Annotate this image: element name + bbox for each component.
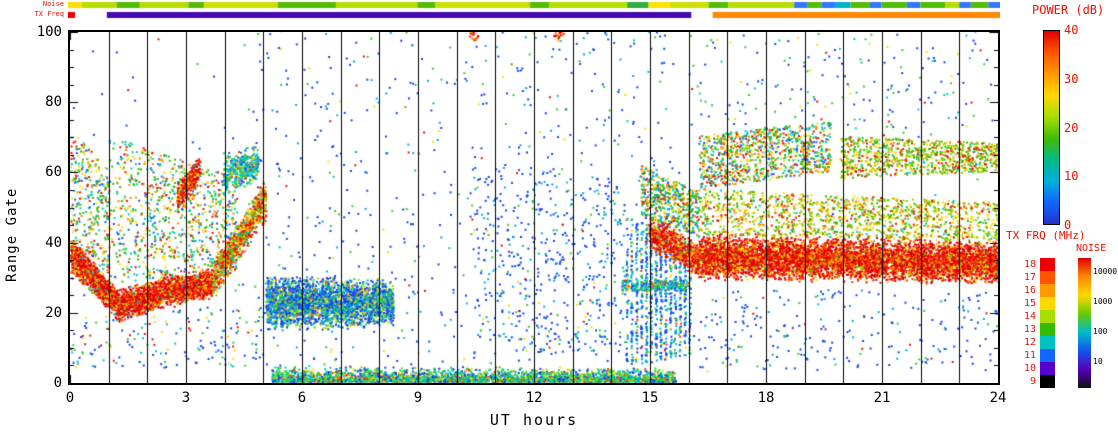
txfrq-tick-label: 16	[1023, 284, 1036, 296]
y-axis-title: Range Gate	[4, 187, 20, 282]
noise-txfreq-strips	[68, 1, 1000, 19]
y-tick-label: 40	[45, 234, 62, 251]
txfrq-colorbar-title: TX FRQ (MHz)	[1006, 229, 1086, 242]
y-tick-label: 100	[36, 24, 62, 40]
power-tick-label: 40	[1064, 23, 1079, 37]
noise-tick-label: 100	[1093, 326, 1108, 336]
txfrq-color-segment	[1040, 297, 1055, 310]
txfrq-tick-label: 13	[1023, 323, 1036, 335]
txfrq-color-segment	[1040, 336, 1055, 349]
y-tick-label: 60	[45, 164, 62, 181]
x-tick-label: 0	[65, 390, 75, 406]
x-tick-label: 12	[525, 390, 543, 406]
x-tick-label: 15	[641, 390, 659, 406]
txfreq-strip-label: TX Freq	[34, 10, 64, 18]
txfrq-color-segment	[1040, 271, 1055, 284]
x-tick-label: 3	[181, 390, 191, 406]
noise-strip-label: Noise	[42, 0, 64, 8]
txfrq-color-segment	[1040, 362, 1055, 375]
txfrq-color-segment	[1040, 284, 1055, 297]
x-tick-label: 6	[297, 390, 307, 406]
txfrq-tick-label: 12	[1023, 336, 1036, 348]
plot-area	[68, 30, 1000, 385]
txfrq-tick-label: 17	[1023, 271, 1036, 283]
x-tick-label: 18	[757, 390, 775, 406]
x-tick-label: 21	[873, 390, 891, 406]
power-tick-label: 0	[1064, 218, 1072, 232]
x-tick-label: 9	[413, 390, 423, 406]
txfrq-colorbar	[1040, 258, 1055, 388]
txfrq-tick-label: 14	[1023, 310, 1036, 322]
y-tick-label: 0	[53, 375, 62, 391]
noise-tick-label: 10	[1093, 356, 1103, 366]
power-colorbar	[1043, 30, 1060, 225]
txfrq-tick-label: 9	[1029, 375, 1036, 387]
txfrq-tick-label: 18	[1023, 258, 1036, 270]
noise-colorbar-title: NOISE	[1076, 243, 1107, 254]
x-axis-title: UT hours	[489, 411, 579, 429]
txfrq-color-segment	[1040, 349, 1055, 362]
txfrq-color-segment	[1040, 375, 1055, 388]
x-tick-label: 24	[989, 390, 1007, 406]
y-tick-label: 80	[45, 94, 62, 111]
rti-data-canvas	[70, 32, 998, 383]
txfrq-color-segment	[1040, 310, 1055, 323]
txfrq-color-segment	[1040, 323, 1055, 336]
power-colorbar-title: POWER (dB)	[1032, 3, 1105, 17]
txfrq-color-segment	[1040, 258, 1055, 271]
power-tick-label: 20	[1064, 120, 1079, 135]
txfrq-tick-label: 10	[1023, 362, 1036, 374]
noise-tick-label: 10000	[1093, 267, 1118, 276]
noise-tick-label: 1000	[1093, 296, 1113, 306]
txfrq-tick-label: 15	[1023, 297, 1036, 309]
power-tick-label: 30	[1064, 71, 1079, 86]
y-tick-label: 20	[45, 304, 62, 321]
txfrq-tick-label: 11	[1023, 349, 1036, 361]
noise-colorbar	[1078, 258, 1091, 388]
power-tick-label: 10	[1064, 169, 1079, 184]
